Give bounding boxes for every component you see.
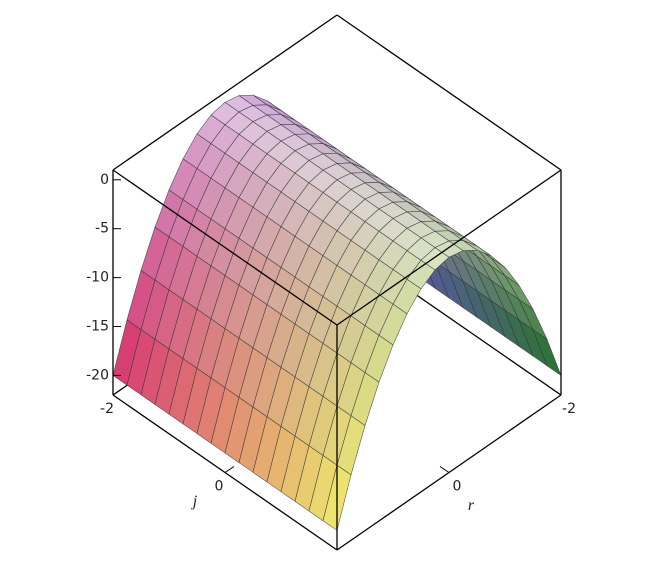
box-edge bbox=[112, 14, 338, 171]
y-tick bbox=[439, 466, 450, 473]
x-tick bbox=[224, 466, 235, 473]
box-edge bbox=[112, 169, 338, 326]
z-tick-label: -5 bbox=[95, 221, 109, 237]
y-tick-label: -2 bbox=[562, 401, 576, 417]
y-tick bbox=[551, 388, 562, 396]
box-edge bbox=[336, 169, 562, 326]
z-tick-label: -20 bbox=[86, 367, 109, 383]
x-tick-label: -2 bbox=[100, 401, 114, 417]
y-axis-label: r bbox=[468, 497, 475, 514]
x-axis-label: j bbox=[191, 493, 198, 510]
z-tick-label: 0 bbox=[100, 172, 109, 188]
x-tick bbox=[112, 388, 123, 396]
x-tick-label: 0 bbox=[215, 479, 224, 495]
box-edge bbox=[336, 14, 562, 171]
y-tick-label: 0 bbox=[453, 479, 462, 495]
z-tick-label: -10 bbox=[86, 270, 109, 286]
z-tick-label: -15 bbox=[86, 319, 109, 335]
